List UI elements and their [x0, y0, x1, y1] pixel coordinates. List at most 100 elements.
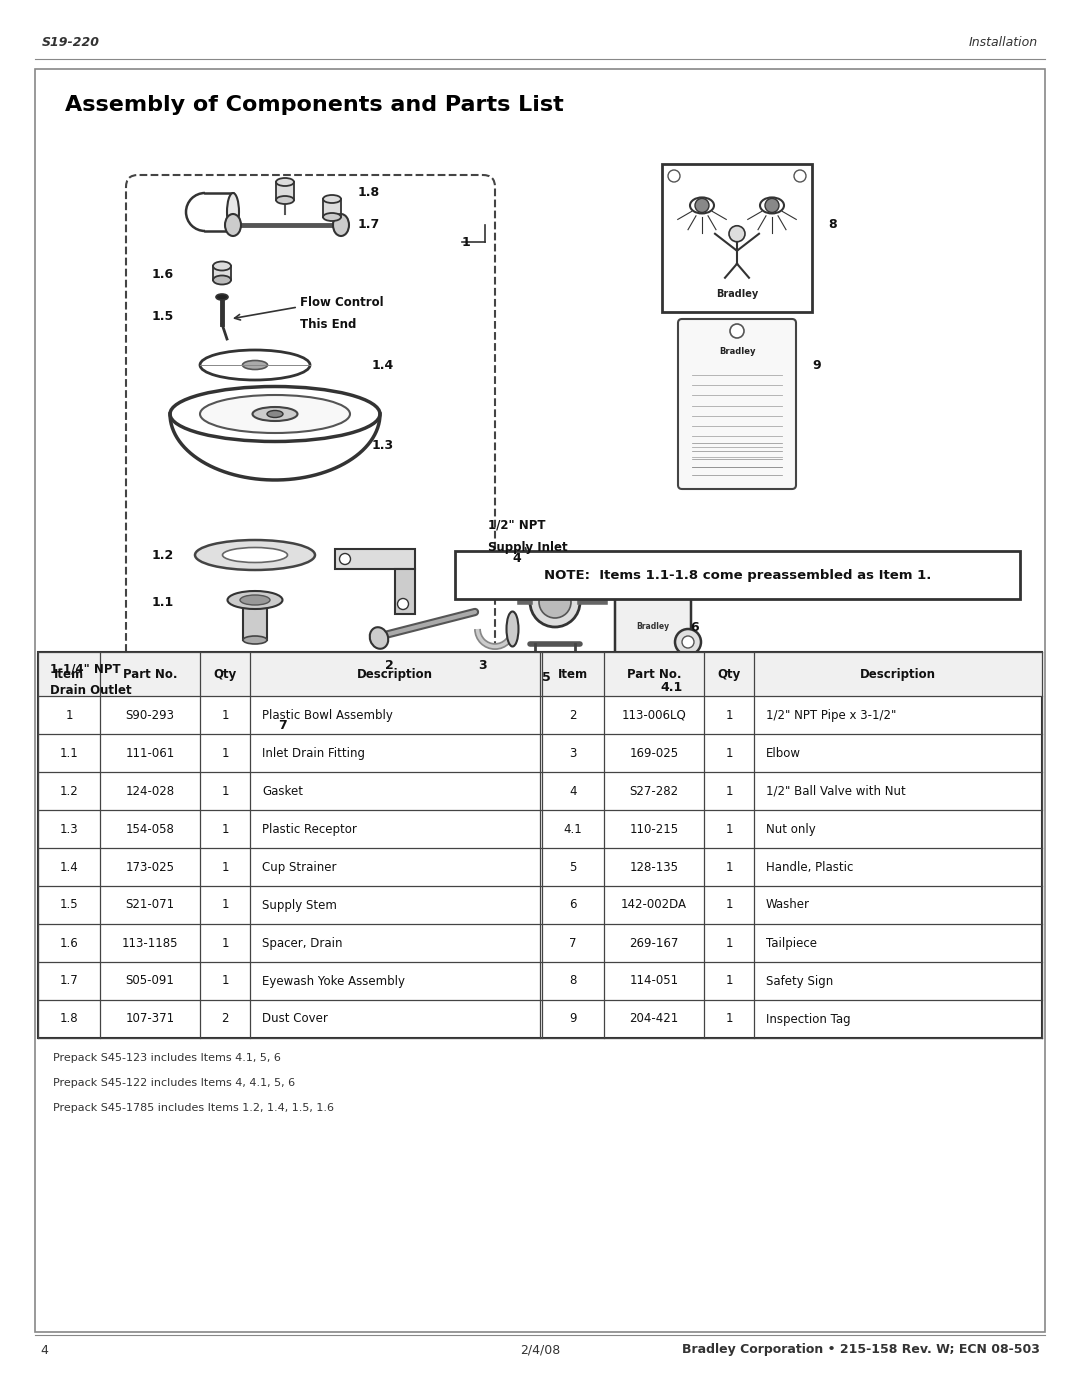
Text: 1.5: 1.5: [152, 310, 174, 324]
Ellipse shape: [216, 293, 228, 300]
Text: 1.2: 1.2: [59, 785, 79, 798]
Text: Gasket: Gasket: [262, 785, 303, 798]
Text: 128-135: 128-135: [630, 861, 678, 873]
Text: 1: 1: [726, 898, 732, 911]
Text: Handle, Plastic: Handle, Plastic: [766, 861, 853, 873]
Text: 169-025: 169-025: [630, 746, 678, 760]
Text: 4: 4: [569, 785, 577, 798]
Text: 1.7: 1.7: [357, 218, 380, 232]
Text: 6: 6: [569, 898, 577, 911]
Circle shape: [730, 324, 744, 338]
Text: 1: 1: [726, 746, 732, 760]
Text: Tailpiece: Tailpiece: [766, 936, 816, 950]
Ellipse shape: [243, 360, 268, 369]
Text: 5: 5: [569, 861, 577, 873]
Text: 154-058: 154-058: [125, 823, 175, 835]
Bar: [662, 163, 812, 312]
Text: 4: 4: [40, 1344, 48, 1356]
Ellipse shape: [242, 683, 268, 692]
Text: 3: 3: [478, 658, 487, 672]
Text: 1.6: 1.6: [59, 936, 79, 950]
Text: 142-002DA: 142-002DA: [621, 898, 687, 911]
Ellipse shape: [323, 212, 341, 221]
Text: Description: Description: [357, 668, 433, 680]
Ellipse shape: [222, 548, 287, 563]
Text: 1: 1: [726, 936, 732, 950]
Text: 1.1: 1.1: [59, 746, 79, 760]
Text: 114-051: 114-051: [630, 975, 678, 988]
Text: Bradley Corporation • 215-158 Rev. W; ECN 08-503: Bradley Corporation • 215-158 Rev. W; EC…: [683, 1344, 1040, 1356]
Text: Spacer, Drain: Spacer, Drain: [262, 936, 342, 950]
Text: Supply Inlet: Supply Inlet: [488, 541, 568, 553]
Text: NOTE:  Items 1.1-1.8 come preassembled as Item 1.: NOTE: Items 1.1-1.8 come preassembled as…: [544, 569, 932, 581]
Text: Bradley: Bradley: [636, 622, 670, 630]
Text: 111-061: 111-061: [125, 746, 175, 760]
Text: 5: 5: [542, 671, 551, 683]
Text: 269-167: 269-167: [630, 936, 678, 950]
Text: 113-006LQ: 113-006LQ: [622, 708, 687, 721]
Text: 8: 8: [569, 975, 577, 988]
Ellipse shape: [530, 577, 580, 627]
Bar: [213, 265, 231, 279]
Text: Washer: Washer: [766, 898, 810, 911]
Bar: [395, 569, 415, 615]
Text: 1.2: 1.2: [152, 549, 174, 562]
Text: 1: 1: [221, 708, 229, 721]
Text: 3: 3: [569, 746, 577, 760]
Text: Qty: Qty: [717, 668, 741, 680]
Text: S27-282: S27-282: [630, 785, 678, 798]
Text: Part No.: Part No.: [123, 668, 177, 680]
Ellipse shape: [369, 627, 388, 648]
Ellipse shape: [225, 214, 241, 236]
Text: 1: 1: [221, 861, 229, 873]
Text: 1: 1: [726, 1013, 732, 1025]
Circle shape: [681, 636, 694, 648]
Text: 1.3: 1.3: [372, 439, 394, 451]
Text: 2: 2: [384, 658, 394, 672]
Circle shape: [794, 170, 806, 182]
Ellipse shape: [760, 197, 784, 214]
Ellipse shape: [213, 261, 231, 271]
Text: S19-220: S19-220: [42, 35, 100, 49]
Text: 1: 1: [221, 785, 229, 798]
Ellipse shape: [276, 177, 294, 186]
Ellipse shape: [323, 196, 341, 203]
Bar: [38, 652, 1042, 1038]
Text: This End: This End: [300, 317, 356, 331]
Text: 1: 1: [221, 975, 229, 988]
Text: 1.1: 1.1: [152, 595, 174, 609]
FancyBboxPatch shape: [455, 550, 1020, 599]
Text: Qty: Qty: [214, 668, 237, 680]
Ellipse shape: [333, 214, 349, 236]
Text: Part No.: Part No.: [626, 668, 681, 680]
Text: Safety Sign: Safety Sign: [766, 975, 834, 988]
FancyBboxPatch shape: [678, 319, 796, 489]
Text: 1: 1: [65, 708, 72, 721]
Bar: [38, 652, 1042, 696]
Ellipse shape: [240, 595, 270, 605]
Circle shape: [644, 668, 666, 690]
Text: 1: 1: [726, 975, 732, 988]
Ellipse shape: [539, 585, 571, 617]
Text: Elbow: Elbow: [766, 746, 801, 760]
Text: 1: 1: [462, 236, 471, 249]
Ellipse shape: [243, 636, 267, 644]
Text: Installation: Installation: [969, 35, 1038, 49]
Text: 1.7: 1.7: [59, 975, 79, 988]
Text: 4.1: 4.1: [564, 823, 582, 835]
Text: Supply Stem: Supply Stem: [262, 898, 337, 911]
Text: 1/2" NPT Pipe x 3-1/2": 1/2" NPT Pipe x 3-1/2": [766, 708, 896, 721]
Text: 4: 4: [512, 552, 521, 566]
Text: 1.5: 1.5: [59, 898, 79, 911]
Ellipse shape: [200, 351, 310, 380]
Ellipse shape: [690, 197, 714, 214]
Text: Prepack S45-1785 includes Items 1.2, 1.4, 1.5, 1.6: Prepack S45-1785 includes Items 1.2, 1.4…: [53, 1104, 334, 1113]
Circle shape: [765, 198, 779, 212]
Text: 1: 1: [726, 861, 732, 873]
Text: Prepack S45-122 includes Items 4, 4.1, 5, 6: Prepack S45-122 includes Items 4, 4.1, 5…: [53, 1078, 295, 1088]
Ellipse shape: [228, 591, 283, 609]
Text: 1: 1: [221, 936, 229, 950]
Text: 1.8: 1.8: [357, 186, 380, 198]
Text: Plastic Receptor: Plastic Receptor: [262, 823, 356, 835]
Text: Eyewash Yoke Assembly: Eyewash Yoke Assembly: [262, 975, 405, 988]
